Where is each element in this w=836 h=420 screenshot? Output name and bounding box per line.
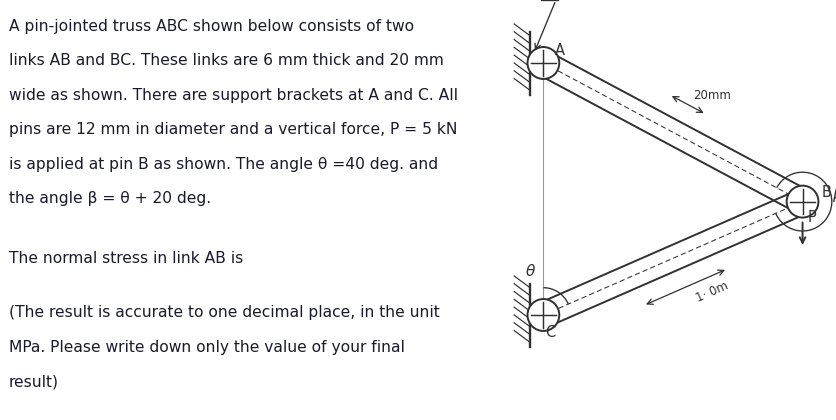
Text: pins are 12 mm in diameter and a vertical force, P = 5 kN: pins are 12 mm in diameter and a vertica… [8, 122, 457, 137]
Text: A pin-jointed truss ABC shown below consists of two: A pin-jointed truss ABC shown below cons… [8, 19, 414, 34]
Text: is applied at pin B as shown. The angle θ =40 deg. and: is applied at pin B as shown. The angle … [8, 157, 438, 172]
Text: B: B [821, 185, 831, 200]
Text: 1· 0m: 1· 0m [694, 279, 730, 305]
Text: 20mm: 20mm [693, 89, 731, 102]
Text: β: β [832, 187, 836, 202]
Text: C: C [545, 325, 556, 340]
Text: wide as shown. There are support brackets at A and C. All: wide as shown. There are support bracket… [8, 88, 457, 103]
Text: A: A [555, 43, 565, 58]
Text: The normal stress in link AB is: The normal stress in link AB is [8, 251, 243, 266]
Circle shape [787, 186, 818, 218]
Text: P: P [808, 210, 816, 226]
Text: (The result is accurate to one decimal place, in the unit: (The result is accurate to one decimal p… [8, 305, 440, 320]
Circle shape [528, 299, 559, 331]
Text: links AB and BC. These links are 6 mm thick and 20 mm: links AB and BC. These links are 6 mm th… [8, 53, 444, 68]
Text: the angle β = θ + 20 deg.: the angle β = θ + 20 deg. [8, 191, 211, 206]
Text: MPa. Please write down only the value of your final: MPa. Please write down only the value of… [8, 340, 405, 355]
Circle shape [528, 47, 559, 79]
Text: result): result) [8, 374, 59, 389]
Text: θ: θ [526, 265, 535, 279]
